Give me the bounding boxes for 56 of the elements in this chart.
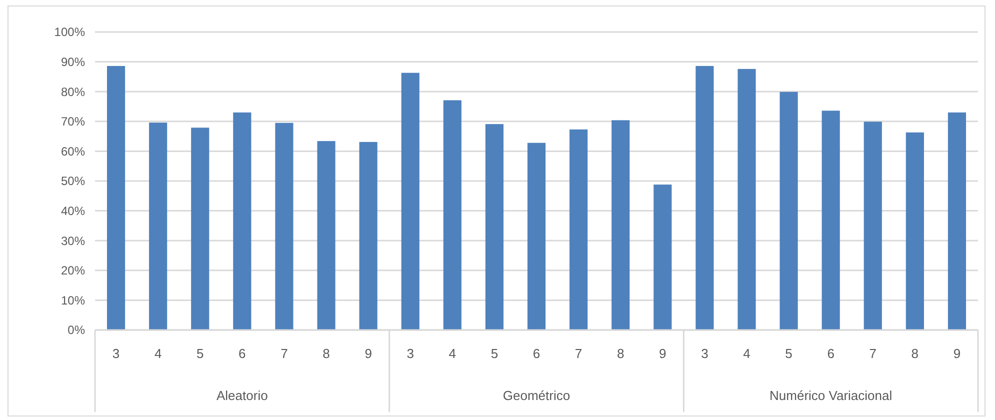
bar bbox=[780, 92, 798, 330]
y-tick-label: 100% bbox=[54, 25, 86, 40]
x-tick-label: 6 bbox=[532, 346, 540, 361]
bar bbox=[696, 66, 714, 330]
x-tick-label: 7 bbox=[574, 346, 582, 361]
bar bbox=[359, 142, 378, 330]
bar bbox=[485, 124, 504, 330]
y-tick-label: 90% bbox=[60, 55, 86, 69]
bar bbox=[654, 184, 672, 330]
x-tick-label: 8 bbox=[911, 346, 919, 361]
x-tick-label: 9 bbox=[659, 346, 666, 361]
x-tick-label: 4 bbox=[154, 346, 162, 361]
y-tick-label: 40% bbox=[60, 204, 86, 218]
bar bbox=[149, 122, 168, 330]
x-tick-label: 8 bbox=[616, 346, 624, 361]
text: Numérico Variacional bbox=[770, 388, 892, 403]
bar bbox=[106, 66, 126, 330]
x-tick-label: 9 bbox=[953, 346, 961, 361]
y-tick-label: 80% bbox=[60, 84, 86, 99]
x-tick-label: 6 bbox=[238, 346, 246, 361]
x-tick-label: 7 bbox=[869, 346, 876, 361]
text: Aleatorio bbox=[216, 388, 268, 403]
bar bbox=[191, 128, 210, 330]
y-tick-label: 20% bbox=[60, 264, 86, 278]
bar bbox=[570, 129, 588, 330]
y-tick-label: 30% bbox=[60, 234, 86, 248]
x-tick-label: 5 bbox=[490, 346, 498, 361]
x-tick-label: 4 bbox=[743, 346, 750, 361]
y-tick-label: 70% bbox=[60, 114, 86, 129]
x-tick-label: 5 bbox=[785, 346, 792, 361]
x-tick-label: 7 bbox=[280, 346, 288, 361]
bar bbox=[233, 112, 252, 330]
x-tick-label: 3 bbox=[701, 346, 708, 361]
bar bbox=[317, 141, 336, 330]
y-tick-label: 60% bbox=[60, 144, 86, 158]
x-tick-label: 9 bbox=[364, 346, 372, 361]
bar bbox=[864, 122, 882, 330]
bar bbox=[527, 142, 546, 330]
y-tick-label: 10% bbox=[60, 293, 86, 308]
x-tick-label: 3 bbox=[112, 346, 120, 361]
x-tick-label: 5 bbox=[196, 346, 204, 361]
bar bbox=[401, 72, 420, 330]
bar bbox=[906, 132, 924, 330]
bar bbox=[738, 68, 756, 330]
text: Geométrico bbox=[502, 388, 570, 403]
bar bbox=[275, 122, 294, 330]
x-tick-label: 3 bbox=[406, 346, 414, 361]
bar bbox=[612, 120, 630, 330]
bar bbox=[822, 110, 840, 330]
y-tick-label: 0% bbox=[68, 323, 86, 338]
bar bbox=[443, 100, 462, 330]
x-tick-label: 6 bbox=[827, 346, 834, 361]
x-tick-label: 8 bbox=[322, 346, 330, 361]
x-tick-label: 4 bbox=[448, 346, 456, 361]
bar bbox=[948, 112, 966, 330]
y-tick-label: 50% bbox=[60, 174, 86, 188]
